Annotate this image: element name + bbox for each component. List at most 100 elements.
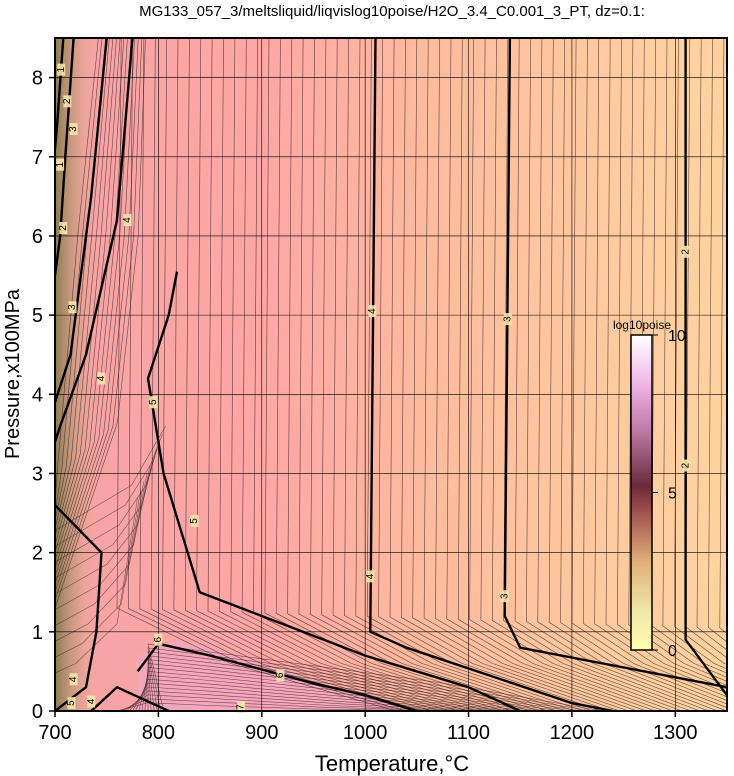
- fine-contour: [147, 655, 572, 711]
- x-tick-label: 900: [245, 722, 278, 744]
- colorbar-label: log10poise: [613, 318, 671, 332]
- fine-contour: [55, 38, 117, 545]
- fine-contour: [144, 667, 541, 711]
- contour-label-text: 2: [680, 249, 691, 255]
- fine-contour: [673, 38, 727, 665]
- x-tick-label: 700: [38, 722, 71, 744]
- fine-contour: [55, 433, 163, 547]
- contour-label-text: 6: [275, 672, 286, 678]
- contour-label-text: 5: [66, 700, 77, 706]
- contour-label: 7: [236, 701, 247, 714]
- fine-contour: [594, 38, 727, 694]
- x-tick-label: 1000: [343, 722, 388, 744]
- x-axis: 700 800 900 1000 1100 1200 1300: [38, 711, 698, 744]
- fine-contour: [184, 38, 450, 711]
- contour-label-text: 4: [365, 573, 376, 579]
- contour-label: 4: [68, 673, 79, 686]
- fine-contour: [264, 38, 513, 711]
- fine-contour: [55, 481, 145, 642]
- fine-contour: [708, 38, 727, 643]
- y-tick-label: 2: [32, 543, 43, 565]
- contour-level-3: [55, 504, 103, 711]
- fine-contour: [55, 38, 114, 537]
- fine-contour: [55, 38, 121, 553]
- contour-label: 4: [367, 305, 378, 318]
- fine-contour: [378, 38, 602, 711]
- fine-contour: [469, 38, 674, 711]
- fine-contour: [651, 38, 727, 674]
- contour-label-text: 2: [62, 98, 73, 104]
- fine-contour: [253, 38, 504, 711]
- contour-label: 5: [189, 514, 200, 527]
- contour-level-5: [146, 271, 521, 711]
- fine-contour: [55, 473, 148, 626]
- contour-level-3: [503, 38, 727, 689]
- fine-contour: [55, 38, 139, 593]
- fine-contour: [560, 38, 727, 705]
- fine-contour: [423, 38, 638, 711]
- contour-label-text: 3: [68, 126, 79, 132]
- fine-contour: [135, 678, 510, 711]
- fine-contour: [446, 38, 656, 711]
- fine-contour: [55, 38, 110, 529]
- plot-frame: [54, 37, 728, 712]
- fine-contour: [55, 38, 132, 577]
- fine-contour: [526, 38, 718, 711]
- contour-label: 3: [68, 123, 79, 136]
- contour-label-text: 4: [122, 217, 133, 223]
- fine-contour: [355, 38, 584, 711]
- colorbar-ramp: [630, 334, 653, 651]
- contour-label: 1: [55, 158, 66, 171]
- fine-contour: [55, 38, 103, 514]
- contour-label: 2: [62, 95, 73, 108]
- contour-label: 1: [56, 63, 67, 76]
- contour-label-text: 5: [189, 518, 200, 524]
- fine-contour: [685, 38, 727, 659]
- fine-contour: [55, 38, 146, 609]
- fine-contour: [147, 651, 583, 711]
- fine-contour: [150, 38, 424, 711]
- contour-label: 4: [365, 570, 376, 583]
- contour-label: 2: [680, 245, 691, 258]
- chart-title: MG133_057_3/meltsliquid/liqvislog10poise…: [139, 3, 645, 20]
- y-tick-label: 5: [32, 305, 43, 327]
- fine-contour: [582, 38, 727, 698]
- colorbar-tick-label: 0: [668, 643, 677, 660]
- contour-label-text: 3: [502, 316, 513, 322]
- fine-contour: [548, 38, 727, 708]
- fine-contour: [196, 38, 459, 711]
- contour-label-text: 1: [56, 66, 67, 72]
- contour-label-text: 5: [148, 399, 159, 405]
- y-tick-label: 8: [32, 68, 43, 90]
- contour-level-4: [55, 38, 134, 443]
- x-tick-label: 1300: [653, 722, 698, 744]
- fine-contour: [696, 38, 727, 651]
- fine-contour: [639, 38, 727, 678]
- fine-contour: [287, 38, 531, 711]
- colorbar-tick-label: 10: [668, 328, 686, 345]
- contour-label-text: 4: [68, 676, 79, 682]
- fine-contour: [241, 38, 495, 711]
- fine-contour: [128, 38, 406, 711]
- contour-label-text: 2: [680, 462, 691, 468]
- x-tick-label: 800: [142, 722, 175, 744]
- plot-area: 2 2 3 3 4 4 4 4 5 5 6 6 3 3 2 2 1 1 4 5 4 7: [54, 37, 728, 714]
- contour-label: 5: [66, 697, 77, 710]
- contour-label-text: 6: [153, 637, 164, 643]
- contour-label: 2: [680, 459, 691, 472]
- fine-contour: [55, 38, 128, 569]
- contour-level-4: [90, 686, 170, 711]
- contour-label: 4: [86, 695, 97, 708]
- fine-contour: [141, 670, 531, 711]
- fine-contour: [147, 663, 552, 711]
- x-tick-label: 1100: [447, 722, 490, 744]
- contour-label-text: 7: [236, 704, 247, 710]
- y-tick-label: 0: [32, 701, 43, 723]
- fine-contour: [719, 38, 727, 635]
- contour-labels: 2 2 3 3 4 4 4 4 5 5 6 6 3 3 2 2 1 1 4 5 4 7: [55, 63, 691, 714]
- contour-label: 4: [122, 214, 133, 227]
- contour-label-text: 2: [58, 225, 69, 231]
- fine-contour: [435, 38, 647, 711]
- fine-contour: [55, 38, 99, 506]
